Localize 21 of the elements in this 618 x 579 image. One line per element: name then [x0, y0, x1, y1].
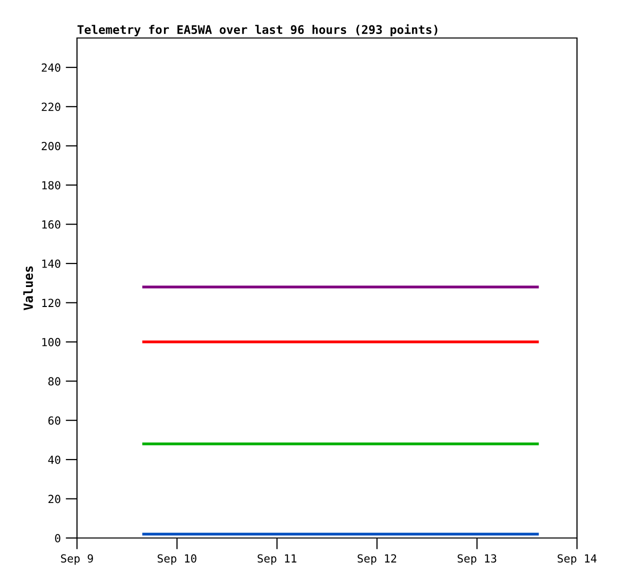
x-tick-label: Sep 14	[558, 554, 597, 565]
y-tick-label: 60	[48, 416, 60, 425]
y-tick-label: 80	[48, 377, 60, 386]
y-tick-label: 240	[42, 63, 60, 72]
y-tick-label: 20	[48, 494, 60, 504]
y-tick-label: 40	[48, 456, 60, 464]
y-tick-label: 200	[42, 142, 60, 150]
y-axis-title: Values	[23, 266, 33, 310]
y-tick-label: 140	[42, 259, 60, 268]
y-tick-label: 160	[42, 220, 60, 229]
y-tick-label: 180	[42, 181, 60, 190]
chart-title: Telemetry for EA5WA over last 96 hours (293 points)	[78, 24, 438, 36]
x-tick-label: Sep 10	[158, 554, 196, 565]
y-tick-label: 220	[42, 102, 60, 112]
y-tick-label: 0	[55, 534, 60, 542]
x-tick-label: Sep 12	[358, 554, 396, 565]
x-tick-label: Sep 11	[258, 554, 296, 565]
x-tick-label: Sep 9	[61, 554, 93, 565]
y-tick-label: 100	[42, 338, 60, 346]
x-tick-label: Sep 13	[458, 554, 496, 565]
y-tick-label: 120	[42, 298, 60, 308]
